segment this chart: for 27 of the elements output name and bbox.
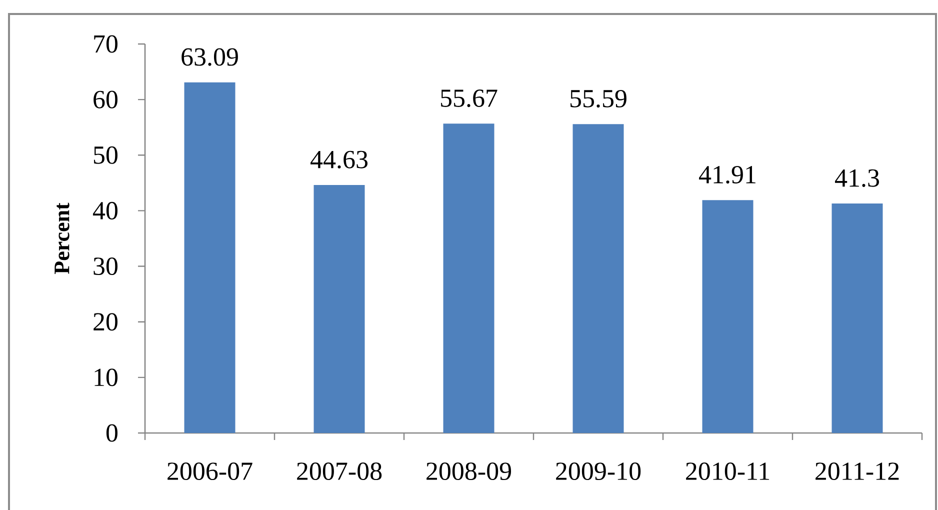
y-tick-label: 50 xyxy=(94,146,118,164)
bar xyxy=(702,200,754,433)
x-tick-label: 2010-11 xyxy=(686,462,770,480)
bar xyxy=(572,124,624,433)
data-label: 41.3 xyxy=(835,169,879,187)
y-axis-title: Percent xyxy=(54,202,70,274)
x-tick-label: 2008-09 xyxy=(426,462,512,480)
data-label: 63.09 xyxy=(182,48,238,66)
bar xyxy=(314,184,365,433)
y-tick-label: 30 xyxy=(94,257,118,276)
data-label: 55.59 xyxy=(570,90,626,108)
y-tick-label: 60 xyxy=(94,90,118,108)
bar xyxy=(832,203,883,433)
y-tick-label: 0 xyxy=(106,424,118,442)
y-tick-label: 10 xyxy=(94,368,118,386)
data-label: 44.63 xyxy=(310,150,368,168)
bar xyxy=(184,82,236,433)
y-tick-label: 20 xyxy=(94,313,118,331)
bar xyxy=(443,124,494,433)
y-tick-label: 40 xyxy=(92,202,118,220)
x-tick-label: 2011-12 xyxy=(816,462,899,480)
data-label: 41.91 xyxy=(699,166,756,184)
x-tick-label: 2006-07 xyxy=(168,462,252,480)
x-tick-label: 2007-08 xyxy=(297,462,382,480)
x-tick-label: 2009-10 xyxy=(556,462,641,480)
y-tick-label: 70 xyxy=(94,35,118,53)
data-label: 55.67 xyxy=(441,90,498,108)
